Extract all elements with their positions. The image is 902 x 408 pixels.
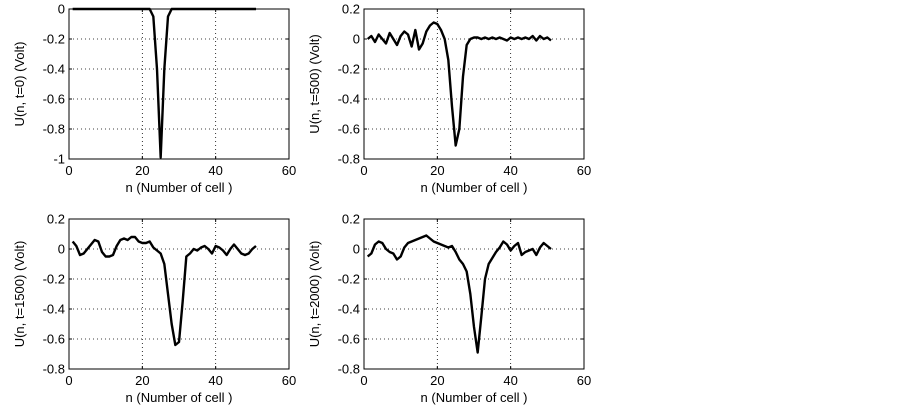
y-axis-label: U(n, t=2000) (Volt) <box>307 241 322 348</box>
x-tick-label: 60 <box>577 373 591 388</box>
x-tick-label: 40 <box>503 163 517 178</box>
y-axis-label: U(n, t=0) (Volt) <box>12 42 27 127</box>
x-axis-label: n (Number of cell ) <box>126 180 233 195</box>
subplot-2: 0 20 40 60 -0.8 -0.6 -0.4 -0.2 0 0.2 n (Number of … <box>307 2 591 196</box>
x-tick-label: 0 <box>360 163 367 178</box>
y-tick-label: 0 <box>353 32 360 47</box>
y-tick-label: -0.8 <box>338 152 360 167</box>
y-tick-label: 0.2 <box>342 2 360 17</box>
y-tick-label: -0.2 <box>43 32 65 47</box>
y-tick-label: -0.8 <box>43 362 65 377</box>
y-tick-label: -0.2 <box>43 272 65 287</box>
data-line <box>366 234 552 354</box>
x-tick-label: 60 <box>282 373 296 388</box>
plot-area <box>364 9 584 159</box>
y-tick-label: -0.6 <box>338 122 360 137</box>
subplot-4: 0 20 40 60 -0.8 -0.6 -0.4 -0.2 0 0.2 n (Number of … <box>307 212 591 406</box>
y-tick-label: -0.8 <box>338 362 360 377</box>
data-line <box>71 235 257 347</box>
y-tick-label: -0.4 <box>338 302 360 317</box>
x-axis-label: n (Number of cell ) <box>126 390 233 405</box>
y-tick-label: -0.4 <box>43 302 65 317</box>
plot-area <box>69 219 289 369</box>
y-tick-label: -0.6 <box>43 92 65 107</box>
y-tick-label: -0.8 <box>43 122 65 137</box>
y-tick-label: 0 <box>58 2 65 17</box>
axes-frame <box>363 8 585 160</box>
y-tick-label: 0 <box>58 242 65 257</box>
x-tick-label: 0 <box>65 373 72 388</box>
subplot-3: 0 20 40 60 -0.8 -0.6 -0.4 -0.2 0 0.2 n (Number of … <box>12 212 296 406</box>
y-tick-label: -0.6 <box>43 332 65 347</box>
y-tick-label: -0.2 <box>338 272 360 287</box>
x-tick-label: 40 <box>503 373 517 388</box>
y-tick-label: -0.2 <box>338 62 360 77</box>
x-tick-label: 60 <box>282 163 296 178</box>
axes-frame <box>68 8 290 160</box>
axes-frame <box>68 218 290 370</box>
x-tick-label: 40 <box>208 373 222 388</box>
x-tick-label: 40 <box>208 163 222 178</box>
x-axis-label: n (Number of cell ) <box>421 390 528 405</box>
x-tick-label: 0 <box>65 163 72 178</box>
x-tick-label: 20 <box>430 163 444 178</box>
y-axis-label: U(n, t=500) (Volt) <box>307 34 322 133</box>
x-tick-label: 20 <box>430 373 444 388</box>
plot-area <box>364 219 584 369</box>
x-tick-label: 0 <box>360 373 367 388</box>
x-tick-label: 60 <box>577 163 591 178</box>
x-tick-label: 20 <box>135 163 149 178</box>
x-axis-label: n (Number of cell ) <box>421 180 528 195</box>
data-line <box>366 21 552 147</box>
y-tick-label: -0.6 <box>338 332 360 347</box>
plot-area <box>69 9 289 159</box>
y-tick-label: -1 <box>53 152 65 167</box>
axes-frame <box>363 218 585 370</box>
y-tick-label: -0.4 <box>338 92 360 107</box>
y-tick-label: 0.2 <box>342 212 360 227</box>
y-tick-label: 0 <box>353 242 360 257</box>
y-tick-label: 0.2 <box>47 212 65 227</box>
subplot-1: 0 20 40 60 -1 -0.8 -0.6 -0.4 -0.2 0 n (Number of c… <box>12 2 296 196</box>
y-axis-label: U(n, t=1500) (Volt) <box>12 241 27 348</box>
x-tick-label: 20 <box>135 373 149 388</box>
y-tick-label: -0.4 <box>43 62 65 77</box>
